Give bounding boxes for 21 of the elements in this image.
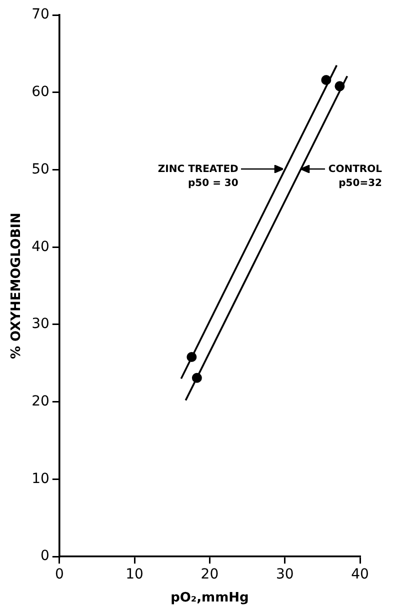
x-tick-label: 0	[54, 566, 64, 583]
point	[321, 74, 332, 85]
x-tick-label: 30	[276, 566, 294, 583]
y-tick-label: 30	[32, 316, 50, 332]
x-tick-label: 10	[126, 566, 144, 583]
x-tick-label: 20	[200, 566, 219, 583]
y-tick-label: 70	[32, 6, 50, 23]
annotation: ZINC TREATED p50 = 30	[158, 164, 238, 189]
annotation: CONTROL p50=32	[328, 164, 383, 189]
y-tick-label: 60	[32, 84, 50, 100]
y-tick-label: 40	[32, 238, 50, 255]
y-axis-title: % OXYHEMOGLOBIN	[9, 212, 24, 360]
x-tick-label: 40	[351, 566, 369, 583]
y-tick-label: 0	[40, 548, 50, 564]
x-axis-title: pO₂,mmHg	[170, 590, 249, 606]
y-tick-label: 20	[32, 394, 50, 410]
y-tick-label: 10	[32, 470, 50, 487]
point	[334, 81, 345, 92]
point	[192, 372, 202, 383]
point	[186, 352, 197, 362]
y-tick-label: 50	[32, 161, 50, 178]
